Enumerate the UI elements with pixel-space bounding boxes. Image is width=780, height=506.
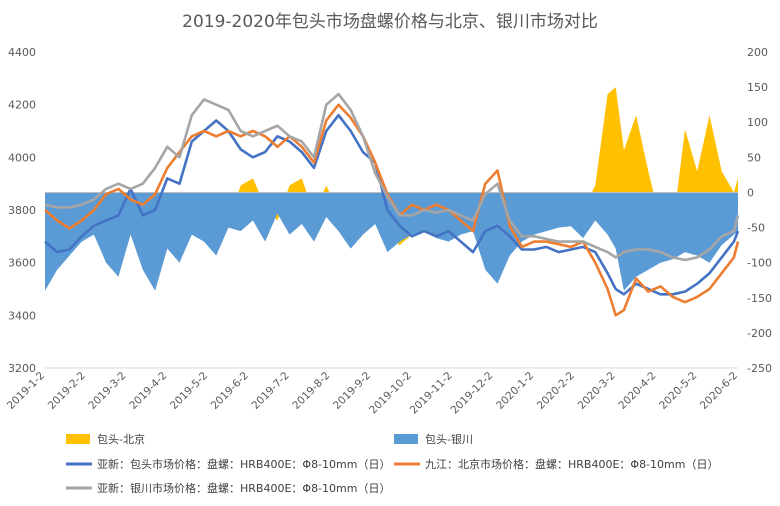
legend-label-0: 包头-北京 xyxy=(97,432,145,446)
x-axis-tick-label: 2019-11-2 xyxy=(408,370,455,417)
legend-label-3: 九江：北京市场价格：盘螺：HRB400E：Φ8-10mm（日） xyxy=(425,457,718,471)
right-axis-tick-label: -50 xyxy=(747,222,765,235)
right-axis-tick-label: 50 xyxy=(747,151,761,164)
chart-title: 2019-2020年包头市场盘螺价格与北京、银川市场对比 xyxy=(182,12,598,32)
right-axis-tick-label: 150 xyxy=(747,81,768,94)
x-axis-tick-label: 2020-4-2 xyxy=(616,370,658,412)
left-axis-tick-label: 3200 xyxy=(8,362,36,375)
x-axis-tick-label: 2019-2-2 xyxy=(46,370,88,412)
right-axis-tick-label: -200 xyxy=(747,327,772,340)
legend-label-1: 包头-银川 xyxy=(425,432,473,446)
legend-swatch-1 xyxy=(394,434,418,444)
x-axis-tick-label: 2019-7-2 xyxy=(250,370,292,412)
left-axis-tick-label: 4000 xyxy=(8,151,36,164)
legend-label-2: 亚新：包头市场价格：盘螺：HRB400E：Φ8-10mm（日） xyxy=(97,457,390,471)
x-axis-tick-label: 2019-3-2 xyxy=(86,370,128,412)
x-axis-tick-label: 2020-6-2 xyxy=(698,370,740,412)
right-axis-tick-label: -150 xyxy=(747,292,772,305)
x-axis-tick-label: 2019-5-2 xyxy=(168,370,210,412)
left-axis-tick-label: 4400 xyxy=(8,46,36,59)
legend-swatch-0 xyxy=(66,434,90,444)
right-axis-tick-label: 0 xyxy=(747,186,754,199)
x-axis-tick-label: 2020-2-2 xyxy=(535,370,577,412)
line-series-4 xyxy=(44,92,740,262)
left-axis-tick-label: 4200 xyxy=(8,99,36,112)
area-layer xyxy=(45,87,738,291)
legend-label-4: 亚新：银川市场价格：盘螺：HRB400E：Φ8-10mm（日） xyxy=(97,481,390,495)
area-series-0 xyxy=(45,87,738,284)
x-axis-tick-label: 2020-3-2 xyxy=(576,370,618,412)
x-axis-tick-label: 2019-8-2 xyxy=(290,370,332,412)
left-axis-tick-label: 3800 xyxy=(8,204,36,217)
x-axis: 2019-1-22019-2-22019-3-22019-4-22019-5-2… xyxy=(5,367,740,417)
right-axis-tick-label: 200 xyxy=(747,46,768,59)
left-axis: 3200 3400 3600 3800 4000 4200 4400 xyxy=(8,46,36,375)
right-axis: -250 -200 -150 -100 -50 0 50 100 150 200 xyxy=(747,46,772,375)
x-axis-tick-label: 2019-12-2 xyxy=(449,370,496,417)
area-series-1 xyxy=(45,192,738,291)
x-axis-tick-label: 2020-1-2 xyxy=(494,370,536,412)
x-axis-tick-label: 2019-1-2 xyxy=(5,370,47,412)
left-axis-tick-label: 3600 xyxy=(8,257,36,270)
left-axis-tick-label: 3400 xyxy=(8,309,36,322)
right-axis-tick-label: 100 xyxy=(747,116,768,129)
x-axis-tick-label: 2019-10-2 xyxy=(367,370,414,417)
x-axis-tick-label: 2020-5-2 xyxy=(657,370,699,412)
x-axis-tick-label: 2019-4-2 xyxy=(127,370,169,412)
x-axis-tick-label: 2019-6-2 xyxy=(209,370,251,412)
line-series-2 xyxy=(44,113,740,296)
legend: 包头-北京 包头-银川亚新：包头市场价格：盘螺：HRB400E：Φ8-10mm（日… xyxy=(66,432,718,495)
line-layer xyxy=(44,92,740,317)
x-axis-tick-label: 2019-9-2 xyxy=(331,370,373,412)
right-axis-tick-label: -100 xyxy=(747,257,772,270)
right-axis-tick-label: -250 xyxy=(747,362,772,375)
